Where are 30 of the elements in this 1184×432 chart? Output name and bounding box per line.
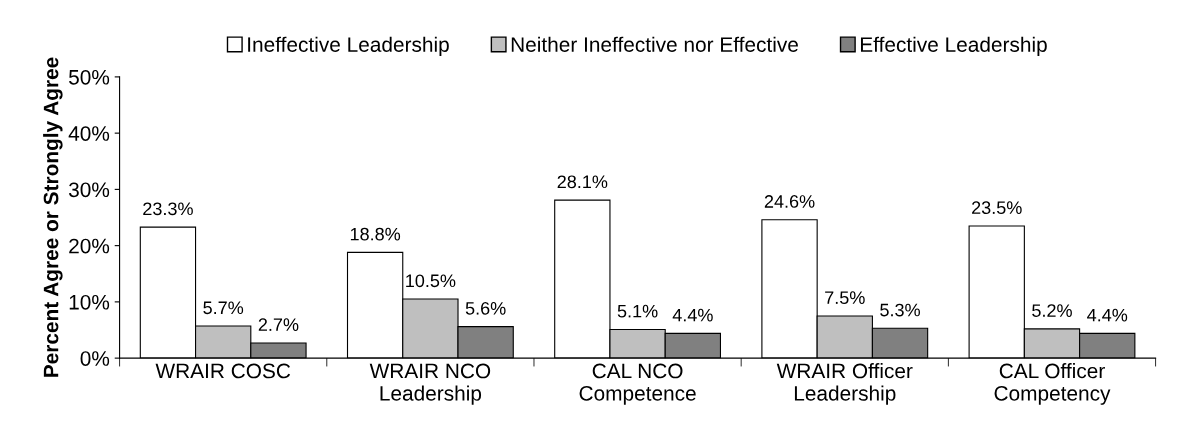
data-label: 5.3% bbox=[880, 303, 920, 317]
data-label: 18.8% bbox=[350, 227, 401, 241]
data-label: 5.1% bbox=[617, 304, 658, 318]
data-label: 4.4% bbox=[672, 308, 713, 322]
x-tick-label: WRAIR COSC bbox=[155, 363, 291, 379]
y-tick-label: 0% bbox=[80, 351, 110, 366]
data-label: 7.5% bbox=[825, 291, 865, 305]
x-tick-label: WRAIR Officer Leadership bbox=[776, 362, 913, 405]
y-tick-label: 30% bbox=[68, 182, 110, 198]
y-tick-label: 40% bbox=[68, 126, 110, 141]
x-tick-label: CAL Officer Competency bbox=[994, 362, 1111, 405]
legend-label: Ineffective Leadership bbox=[248, 36, 449, 57]
data-label: 5.2% bbox=[1032, 304, 1072, 317]
data-label: 5.6% bbox=[465, 301, 506, 315]
x-tick-label: CAL NCO Competence bbox=[579, 363, 696, 405]
data-label: 24.6% bbox=[764, 195, 815, 208]
y-axis-title: Percent Agree or Strongly Agree bbox=[43, 57, 63, 377]
y-tick-label: 50% bbox=[69, 69, 110, 85]
data-label: 23.3% bbox=[143, 202, 193, 216]
data-label: 5.7% bbox=[203, 301, 244, 315]
data-label: 10.5% bbox=[406, 274, 456, 288]
data-label: 4.4% bbox=[1087, 308, 1128, 322]
data-label: 28.1% bbox=[557, 175, 608, 189]
data-label: 23.5% bbox=[972, 201, 1022, 215]
y-tick-label: 10% bbox=[69, 294, 110, 310]
data-label: 2.7% bbox=[258, 318, 299, 331]
legend-label: Neither Ineffective nor Effective bbox=[511, 36, 798, 52]
legend-label: Effective Leadership bbox=[860, 36, 1047, 57]
x-tick-label: WRAIR NCO Leadership bbox=[369, 363, 491, 405]
y-tick-label: 20% bbox=[69, 238, 110, 254]
